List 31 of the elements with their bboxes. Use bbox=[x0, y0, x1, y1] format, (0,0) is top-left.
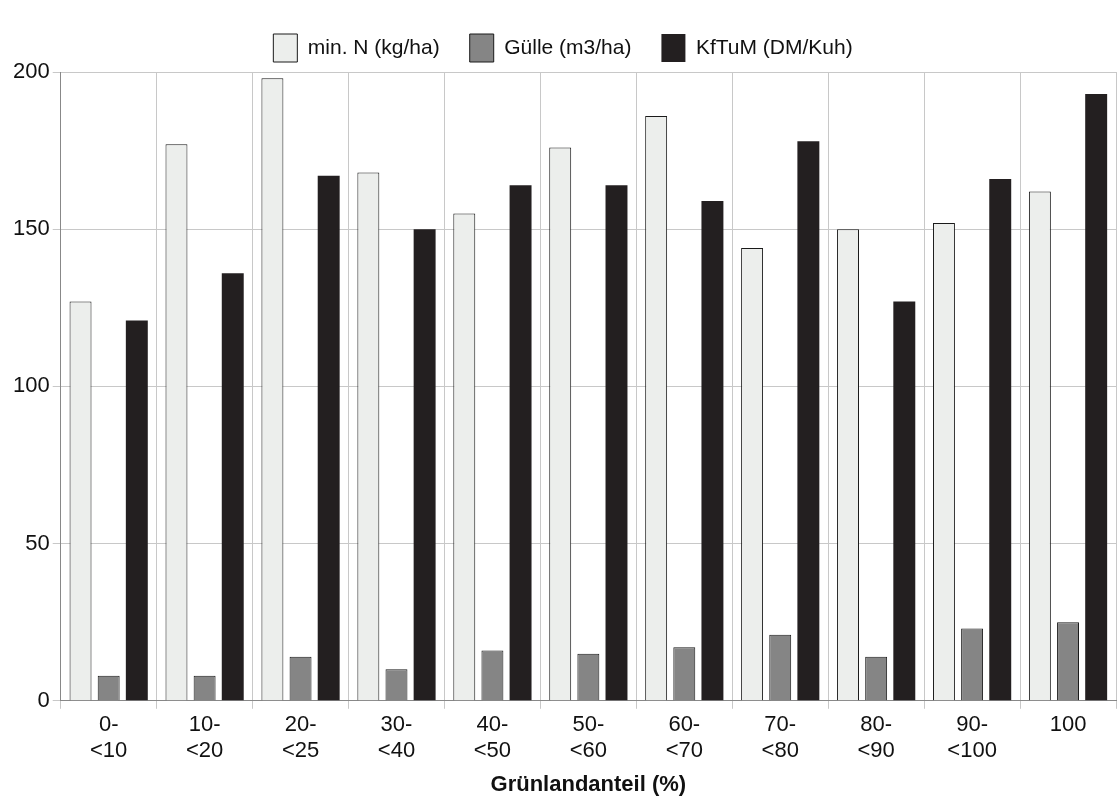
y-tick-label: 150 bbox=[12, 215, 50, 241]
bar bbox=[125, 320, 148, 701]
x-tick-label: 40- <50 bbox=[473, 711, 512, 763]
bar bbox=[509, 185, 532, 701]
y-tick-label: 0 bbox=[37, 686, 50, 712]
bar bbox=[317, 175, 340, 701]
y-tick-label: 100 bbox=[12, 372, 50, 398]
bar bbox=[797, 141, 820, 701]
legend-label: KfTuM (DM/Kuh) bbox=[695, 34, 853, 58]
y-tick-label: 50 bbox=[25, 529, 50, 555]
bar bbox=[989, 178, 1012, 701]
x-tick-label: 80- <90 bbox=[857, 711, 895, 763]
x-tick-label: 50- <60 bbox=[569, 711, 608, 763]
x-tick-label: 100 bbox=[1049, 711, 1087, 737]
legend-label: Gülle (m3/ha) bbox=[504, 34, 632, 58]
x-tick-label: 90- <100 bbox=[947, 711, 997, 763]
legend-label: min. N (kg/ha) bbox=[307, 34, 440, 58]
bar bbox=[605, 185, 628, 701]
y-tick-label: 200 bbox=[12, 58, 50, 84]
bar bbox=[893, 301, 916, 701]
bar bbox=[221, 273, 244, 701]
bar bbox=[413, 229, 436, 701]
x-tick-label: 10- <20 bbox=[185, 711, 224, 763]
x-tick-label: 0- <10 bbox=[90, 711, 128, 763]
bar bbox=[1085, 94, 1108, 701]
x-tick-label: 60- <70 bbox=[665, 711, 703, 763]
x-tick-label: 70- <80 bbox=[761, 711, 799, 763]
x-tick-label: 30- <40 bbox=[377, 711, 416, 763]
bar bbox=[701, 200, 724, 701]
x-tick-label: 20- <25 bbox=[281, 711, 320, 763]
x-axis-title: Grünlandanteil (%) bbox=[490, 770, 687, 796]
